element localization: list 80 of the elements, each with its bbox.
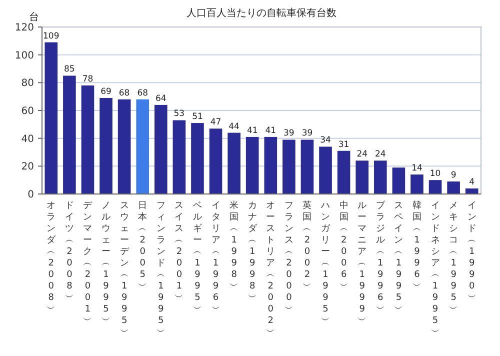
bar xyxy=(63,76,76,194)
x-tick-label: 韓国︵1996︶ xyxy=(412,200,422,292)
data-label: 24 xyxy=(374,150,386,160)
x-tick-label: 英国︵2002︶ xyxy=(302,200,312,292)
data-label: 9 xyxy=(450,170,456,180)
bar xyxy=(191,123,204,194)
y-tick-label: 100 xyxy=(14,50,34,62)
y-tick-label: 20 xyxy=(21,162,34,173)
data-label: 68 xyxy=(137,88,148,98)
y-tick-label: 40 xyxy=(21,134,34,145)
data-label: 68 xyxy=(118,88,130,98)
category-label: フランス︵2000︶ xyxy=(284,201,294,314)
data-label: 39 xyxy=(302,128,313,139)
bar xyxy=(154,104,168,194)
category-label: イタリア︵1996︶ xyxy=(211,201,220,314)
bar xyxy=(282,140,296,194)
bar xyxy=(319,146,332,194)
category-label: ベルギー︵1995︶ xyxy=(192,201,202,314)
data-label: 44 xyxy=(228,122,240,132)
category-label: インド︵1990︶ xyxy=(467,201,476,303)
bar xyxy=(410,174,424,194)
bar xyxy=(209,128,222,194)
y-tick-label: 80 xyxy=(21,78,34,90)
bar xyxy=(337,150,350,194)
bar xyxy=(428,180,442,194)
data-label: 39 xyxy=(284,128,294,139)
x-tick-label: 米国︵1998︶ xyxy=(230,200,239,292)
category-label: ハンガリー︵1995︶ xyxy=(321,201,330,326)
y-tick-label: 60 xyxy=(21,106,34,117)
category-label: ブラジル︵1996︶ xyxy=(376,201,385,314)
bar xyxy=(392,168,406,194)
category-label: ドイツ︵2008︶ xyxy=(64,201,74,303)
data-label: 14 xyxy=(412,164,422,174)
bar xyxy=(100,98,112,194)
category-label: ノルウェー︵1995︶ xyxy=(102,201,111,326)
bar xyxy=(465,188,478,194)
category-label: インドネシア︵1995︶ xyxy=(430,201,440,338)
data-label: 10 xyxy=(430,169,441,180)
y-tick-label: 120 xyxy=(14,22,34,34)
bar xyxy=(136,99,150,194)
y-tick-label: 0 xyxy=(28,190,34,200)
category-label: ルーマニア︵1999︶ xyxy=(358,201,367,326)
category-label: メキシコ︵1995︶ xyxy=(449,201,458,314)
bar xyxy=(264,136,278,194)
bar xyxy=(118,99,131,194)
bar xyxy=(246,136,259,194)
data-label: 64 xyxy=(155,94,166,104)
category-label: スイス︵2001︶ xyxy=(174,201,184,303)
chart-title: 人口百人当たりの自転車保有台数 xyxy=(186,7,336,19)
category-label: フィンランド︵1995︶ xyxy=(156,201,166,338)
x-tick-label: 日本︵2005︶ xyxy=(138,201,148,292)
category-label: スペイン︵1995︶ xyxy=(394,201,404,314)
data-label: 31 xyxy=(338,140,350,150)
bar xyxy=(447,181,460,194)
data-label: 85 xyxy=(64,64,75,75)
bar xyxy=(300,140,314,194)
data-label: 47 xyxy=(210,118,222,128)
data-label: 4 xyxy=(469,177,475,188)
category-label: カナダ︵1998︶ xyxy=(248,201,257,303)
y-axis-title: 台 xyxy=(29,11,39,23)
data-label: 41 xyxy=(246,126,258,136)
category-label: オランダ︵2008︶ xyxy=(46,201,56,314)
bar xyxy=(356,160,369,194)
category-label: デンマーク︵2001︶ xyxy=(83,201,92,326)
data-label: 53 xyxy=(174,109,185,120)
data-label: 24 xyxy=(356,150,368,160)
data-label: 34 xyxy=(320,136,331,146)
data-label: 41 xyxy=(265,126,276,136)
bar xyxy=(172,120,186,194)
data-label: 69 xyxy=(100,86,112,97)
x-tick-label: 中国︵2006︶ xyxy=(339,200,348,292)
data-label: 51 xyxy=(192,112,203,122)
category-label: オーストリア︵2002︶ xyxy=(266,201,276,338)
data-label: 109 xyxy=(43,31,60,42)
bar xyxy=(81,85,94,194)
category-label: スウェーデン︵1995︶ xyxy=(120,201,129,338)
bar xyxy=(44,42,58,194)
data-label: 78 xyxy=(82,74,94,84)
bar xyxy=(374,160,387,194)
bar xyxy=(228,132,240,194)
